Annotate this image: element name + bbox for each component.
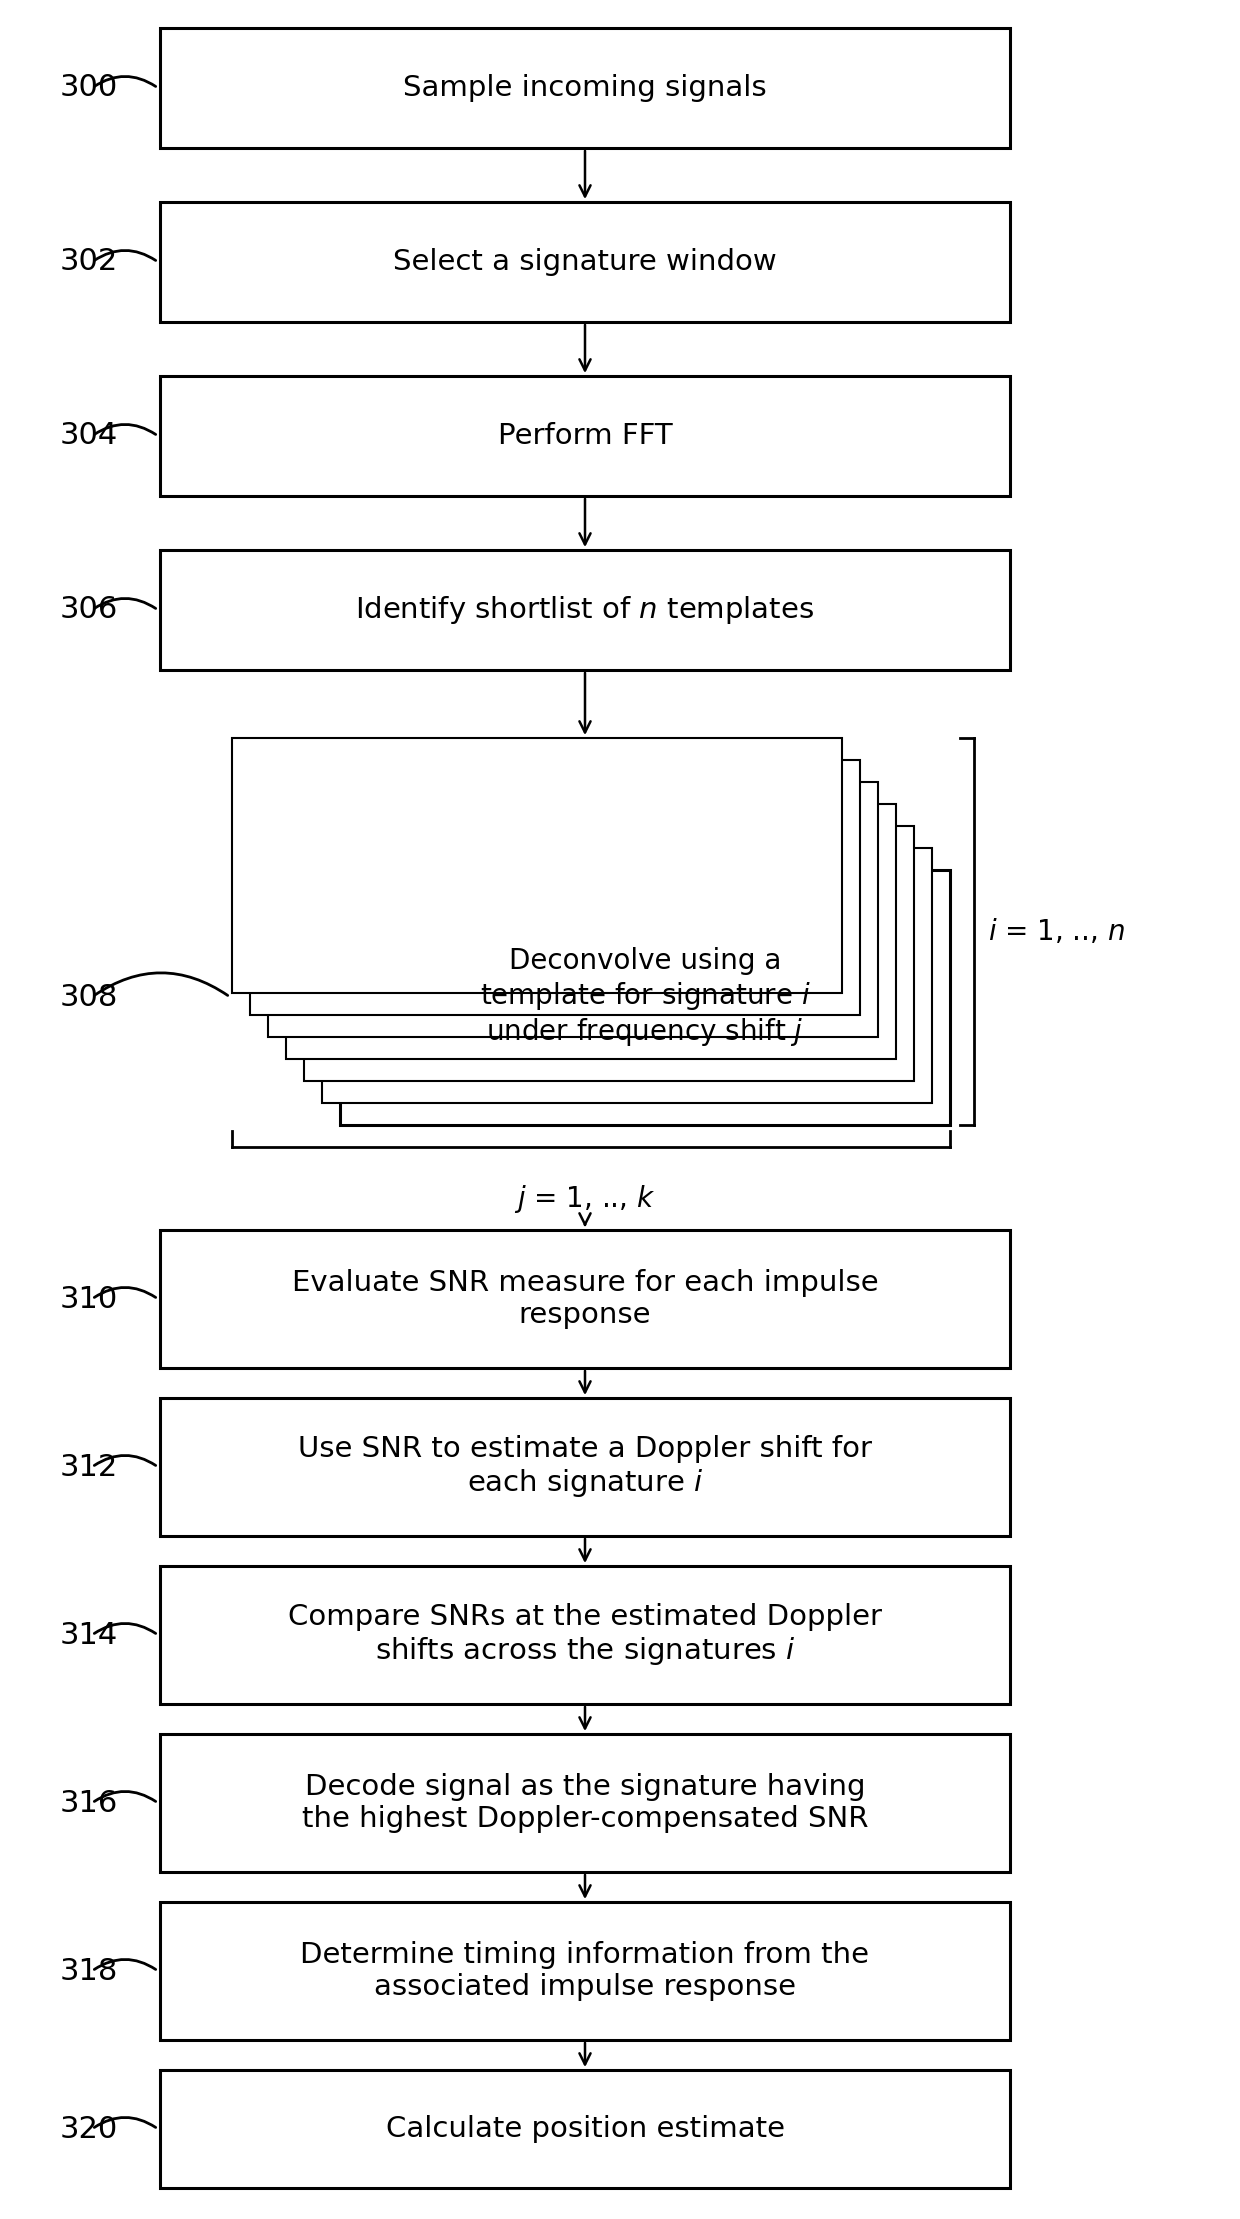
- Bar: [160, 1902, 1011, 2039]
- Text: 308: 308: [60, 983, 118, 1012]
- Bar: [340, 870, 950, 1125]
- Bar: [304, 825, 914, 1081]
- Bar: [286, 803, 897, 1058]
- Bar: [160, 29, 1011, 149]
- Text: Compare SNRs at the estimated Doppler
shifts across the signatures $i$: Compare SNRs at the estimated Doppler sh…: [288, 1602, 882, 1666]
- Bar: [268, 781, 878, 1036]
- Text: Deconvolve using a
template for signature $i$
under frequency shift $j$: Deconvolve using a template for signatur…: [480, 948, 811, 1047]
- Text: Determine timing information from the
associated impulse response: Determine timing information from the as…: [300, 1942, 869, 2002]
- Text: Perform FFT: Perform FFT: [497, 422, 672, 450]
- Text: 320: 320: [60, 2115, 118, 2144]
- Text: 312: 312: [60, 1453, 118, 1482]
- Bar: [160, 202, 1011, 322]
- Text: 318: 318: [60, 1957, 118, 1986]
- Text: $j$ = 1, .., $k$: $j$ = 1, .., $k$: [515, 1183, 656, 1216]
- Text: Evaluate SNR measure for each impulse
response: Evaluate SNR measure for each impulse re…: [291, 1269, 878, 1329]
- Text: 316: 316: [60, 1789, 118, 1817]
- Bar: [160, 1229, 1011, 1367]
- Text: Calculate position estimate: Calculate position estimate: [386, 2115, 785, 2144]
- Text: Sample incoming signals: Sample incoming signals: [403, 73, 766, 102]
- Text: Use SNR to estimate a Doppler shift for
each signature $i$: Use SNR to estimate a Doppler shift for …: [298, 1436, 872, 1500]
- Bar: [160, 1567, 1011, 1704]
- Text: Decode signal as the signature having
the highest Doppler-compensated SNR: Decode signal as the signature having th…: [301, 1773, 868, 1833]
- Bar: [232, 739, 842, 992]
- Text: 314: 314: [60, 1620, 118, 1649]
- Text: Select a signature window: Select a signature window: [393, 249, 777, 275]
- Text: 300: 300: [60, 73, 118, 102]
- Text: 310: 310: [60, 1285, 118, 1314]
- Bar: [250, 759, 861, 1014]
- Text: 304: 304: [60, 422, 118, 450]
- Bar: [322, 848, 932, 1103]
- Text: 306: 306: [60, 595, 118, 624]
- Bar: [160, 550, 1011, 670]
- Bar: [160, 1398, 1011, 1536]
- Text: 302: 302: [60, 249, 118, 277]
- Bar: [160, 375, 1011, 497]
- Bar: [160, 1733, 1011, 1873]
- Text: Identify shortlist of $n$ templates: Identify shortlist of $n$ templates: [356, 595, 815, 626]
- Bar: [160, 2070, 1011, 2188]
- Text: $i$ = 1, .., $n$: $i$ = 1, .., $n$: [988, 916, 1125, 945]
